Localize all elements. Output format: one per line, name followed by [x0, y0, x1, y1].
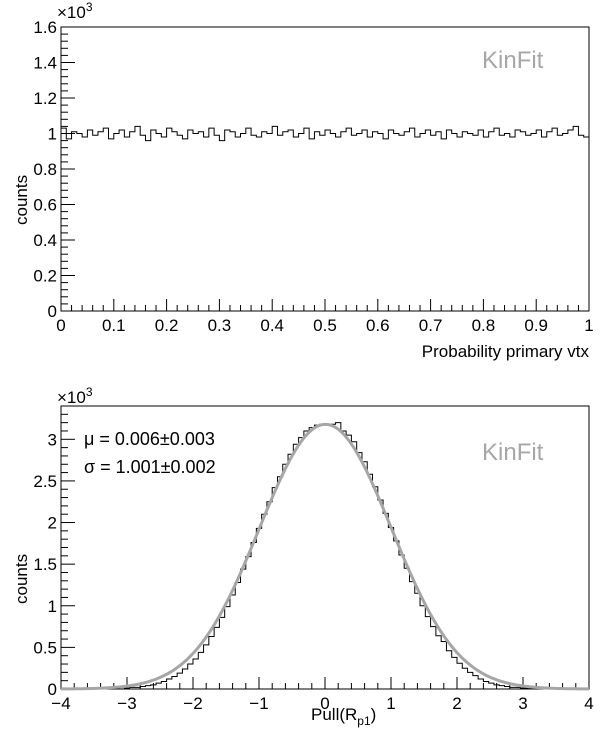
bottom-histogram-panel: −4 −3 −2 −1 0 1 2 3 4 0 0.5 1 1.5 2 2.5 3 ×103 KinFit μ… — [12, 385, 594, 728]
top-y-axis-title: counts — [12, 175, 31, 225]
bottom-gaussian-fit — [60, 422, 590, 691]
top-annotation-kinfit: KinFit — [482, 47, 544, 74]
x-tick-label: −1 — [249, 694, 268, 713]
x-tick-label: −2 — [183, 694, 202, 713]
top-tick-labels: 0 0.1 0.2 0.3 0.4 0.5 0.6 0.7 0.8 0.9 1 0 0.2 0.4 0.6 0… — [33, 18, 593, 335]
bottom-tick-labels: −4 −3 −2 −1 0 1 2 3 4 0 0.5 1 1.5 2 2.5 3 — [33, 430, 593, 713]
x-tick-label: 0.1 — [102, 316, 126, 335]
stat-mean: μ = 0.006±0.003 — [84, 429, 215, 449]
y-tick-label: 0 — [48, 302, 57, 321]
x-tick-label: 0.7 — [419, 316, 443, 335]
x-tick-label: 0 — [320, 694, 329, 713]
bottom-y-axis-title: counts — [12, 554, 31, 604]
y-tick-label: 0.8 — [33, 160, 57, 179]
gaussian-fit-curve — [60, 422, 590, 691]
x-tick-label: 0.6 — [366, 316, 390, 335]
y-tick-label: 2 — [48, 514, 57, 533]
bottom-axis-ticks — [60, 405, 590, 690]
x-tick-label: −3 — [117, 694, 136, 713]
histogram-step-line — [61, 125, 589, 142]
x-tick-label: 3 — [518, 694, 527, 713]
bottom-y-multiplier: ×103 — [57, 385, 93, 407]
y-tick-label: 0.5 — [33, 638, 57, 657]
x-tick-label: 1 — [584, 316, 593, 335]
top-histogram-panel: 0 0.1 0.2 0.3 0.4 0.5 0.6 0.7 0.8 0.9 1 0 0.2 0.4 0.6 0… — [12, 0, 594, 361]
y-tick-label: 1 — [48, 125, 57, 144]
top-y-multiplier: ×103 — [57, 0, 93, 22]
y-tick-label: 2.5 — [33, 472, 57, 491]
x-tick-label: 0 — [56, 316, 65, 335]
x-tick-label: 0.2 — [155, 316, 179, 335]
x-tick-label: 0.4 — [260, 316, 284, 335]
x-tick-label: 4 — [584, 694, 593, 713]
x-tick-label: −4 — [51, 694, 70, 713]
y-tick-label: 1.2 — [33, 89, 57, 108]
top-histogram-series — [61, 125, 589, 142]
stat-sigma: σ = 1.001±0.002 — [84, 457, 216, 477]
y-tick-label: 1.4 — [33, 54, 57, 73]
y-tick-label: 1.5 — [33, 555, 57, 574]
y-tick-label: 0.4 — [33, 231, 57, 250]
y-tick-label: 0.2 — [33, 267, 57, 286]
top-axis-ticks — [60, 26, 590, 312]
x-tick-label: 2 — [452, 694, 461, 713]
bottom-x-axis-title: Pull(Rp1) — [311, 705, 376, 728]
x-tick-label: 0.5 — [313, 316, 337, 335]
y-tick-label: 1 — [48, 597, 57, 616]
y-tick-label: 0.6 — [33, 196, 57, 215]
y-tick-label: 3 — [48, 430, 57, 449]
top-x-axis-title: Probability primary vtx — [422, 342, 590, 361]
y-tick-label: 0 — [48, 680, 57, 699]
y-tick-label: 1.6 — [33, 18, 57, 37]
x-tick-label: 0.9 — [524, 316, 548, 335]
x-tick-label: 1 — [386, 694, 395, 713]
x-tick-label: 0.3 — [208, 316, 232, 335]
x-tick-label: 0.8 — [472, 316, 496, 335]
bottom-annotation-kinfit: KinFit — [482, 439, 544, 466]
